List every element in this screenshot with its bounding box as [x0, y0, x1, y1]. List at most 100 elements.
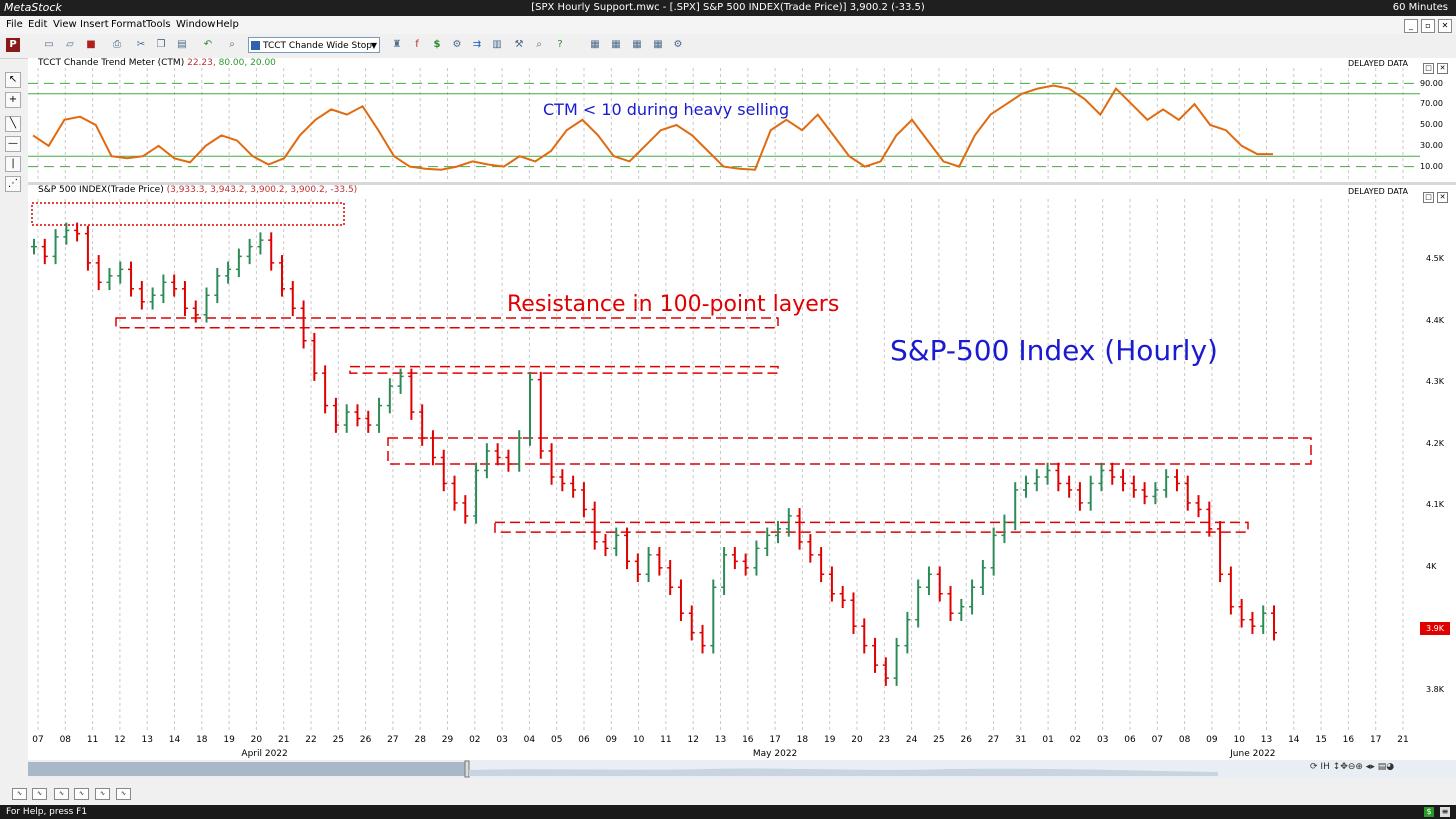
paste-icon[interactable]: ▤	[177, 39, 187, 50]
horizontal-line-icon[interactable]: —	[5, 136, 21, 152]
date-tick-label: 23	[879, 735, 890, 745]
date-tick-label: 15	[1315, 735, 1326, 745]
explorer-icon[interactable]: ⚙	[452, 39, 462, 50]
chart-tab-1[interactable]: ∿	[12, 788, 27, 800]
ctm-tick-50: 50.00	[1420, 120, 1443, 129]
close-icon[interactable]: ✕	[1438, 19, 1452, 33]
date-tick-label: 02	[1070, 735, 1081, 745]
menu-view[interactable]: View	[53, 19, 77, 30]
scroll-thumb[interactable]	[464, 760, 470, 778]
restore-icon[interactable]: ▫	[1421, 19, 1435, 33]
date-tick-label: 22	[305, 735, 316, 745]
date-tick-label: 20	[251, 735, 263, 745]
date-tick-label: 28	[414, 735, 426, 745]
chart-tab-4[interactable]: ∿	[74, 788, 89, 800]
chart-tab-3[interactable]: ∿	[54, 788, 69, 800]
zoom-in-icon[interactable]: ⊕	[1355, 762, 1363, 772]
menu-tools[interactable]: Tools	[146, 19, 171, 30]
panel-close-icon[interactable]: ✕	[1437, 192, 1448, 203]
minimize-icon[interactable]: _	[1404, 19, 1418, 33]
panel-close-icon[interactable]: ✕	[1437, 63, 1448, 74]
status-help-text: For Help, press F1	[6, 807, 88, 817]
month-label: May 2022	[753, 749, 797, 759]
help-query-icon[interactable]: ?	[557, 39, 563, 50]
expert-icon[interactable]: ♜	[392, 39, 402, 50]
menu-file[interactable]: File	[6, 19, 23, 30]
scroll-left-icon[interactable]: ◂	[1365, 762, 1371, 772]
periodicity-label[interactable]: 60 Minutes	[1392, 2, 1448, 13]
panel-maximize-icon[interactable]: □	[1423, 63, 1434, 74]
month-label: June 2022	[1229, 749, 1275, 759]
toolbar: P ▭ ▱ ■ ⎙ ✂ ❐ ▤ ↶ ⌕ TCCT Chande Wide Sto…	[0, 34, 1456, 59]
indicator-panel[interactable]: CTM < 10 during heavy selling TCCT Chand…	[28, 58, 1420, 182]
indicator-builder-icon[interactable]: f	[415, 39, 419, 50]
ctm-tick-30: 30.00	[1420, 141, 1443, 150]
security-name: S&P 500 INDEX(Trade Price)	[38, 185, 164, 195]
fibonacci-icon[interactable]: ⋰	[5, 176, 21, 192]
date-tick-label: 18	[797, 735, 809, 745]
resistance-annotation: Resistance in 100-point layers	[507, 292, 839, 317]
chevron-down-icon[interactable]: ▼	[370, 41, 377, 50]
cascade-icon[interactable]: ▦	[611, 39, 621, 50]
scan-icon[interactable]: ⚒	[514, 39, 524, 50]
ctm-tick-90: 90.00	[1420, 79, 1443, 88]
copy-icon[interactable]: ❐	[156, 39, 166, 50]
mdi-window-controls: _ ▫ ✕	[1401, 18, 1452, 33]
chart-tab-bar: ∿ ∿ ∿ ∿ ∿ ∿	[0, 784, 1456, 804]
menu-help[interactable]: Help	[216, 19, 239, 30]
price-panel[interactable]: Resistance in 100-point layers S&P-500 In…	[28, 185, 1420, 730]
save-icon[interactable]: ■	[86, 39, 96, 50]
layout-icon[interactable]: ▦	[653, 39, 663, 50]
power-tools-icon[interactable]: P	[6, 38, 20, 52]
dollar-status-icon[interactable]: $	[1424, 807, 1434, 817]
indicator-select-value: TCCT Chande Wide Stop	[263, 41, 372, 51]
date-tick-label: 29	[442, 735, 454, 745]
palette-icon[interactable]: ◕	[1386, 762, 1395, 772]
open-folder-icon[interactable]: ▱	[66, 39, 74, 50]
vertical-scale-icon[interactable]: ↕	[1332, 762, 1341, 772]
zoom-out-icon[interactable]: ⊖	[1347, 762, 1356, 772]
chart-tab-2[interactable]: ∿	[32, 788, 47, 800]
trendline-icon[interactable]: ╲	[5, 116, 21, 132]
pointer-icon[interactable]: ↖	[5, 72, 21, 88]
layout-icon[interactable]: ▤	[1377, 762, 1387, 772]
settings-icon[interactable]: ⚙	[673, 39, 683, 50]
panel-separator[interactable]	[28, 182, 1456, 185]
panel-maximize-icon[interactable]: □	[1423, 192, 1434, 203]
tile-icon[interactable]: ▦	[590, 39, 600, 50]
dollar-icon[interactable]: $	[433, 39, 441, 50]
delayed-data-label: DELAYED DATA	[1348, 187, 1408, 196]
date-tick-label: 09	[606, 735, 618, 745]
crosshair-icon[interactable]: +	[5, 92, 21, 108]
indicator-select[interactable]: TCCT Chande Wide Stop ▼	[248, 37, 380, 53]
inspect-icon[interactable]: ⌕	[536, 39, 542, 50]
menu-insert[interactable]: Insert	[80, 19, 109, 30]
overview-scrollbar[interactable]: ⟳ IH ↕✥⊖⊕ ◂▸ ▤◕	[28, 760, 1456, 778]
date-tick-label: 14	[169, 735, 181, 745]
ih-icon[interactable]: IH	[1320, 762, 1330, 772]
system-tester-icon[interactable]: ▥	[492, 39, 502, 50]
vertical-line-icon[interactable]: |	[5, 156, 21, 172]
price-tick-4100: 4.1K	[1426, 500, 1444, 509]
menu-format[interactable]: Format	[111, 19, 147, 30]
price-tick-4400: 4.4K	[1426, 316, 1444, 325]
cut-icon[interactable]: ✂	[136, 39, 146, 50]
chart-tab-6[interactable]: ∿	[116, 788, 131, 800]
menu-window[interactable]: Window	[176, 19, 216, 30]
status-menu-icon[interactable]: ≡	[1440, 807, 1450, 817]
new-file-icon[interactable]: ▭	[44, 39, 54, 50]
lower-value: 20.00	[250, 58, 276, 68]
zoom-icon[interactable]: ⌕	[229, 39, 235, 50]
menu-edit[interactable]: Edit	[28, 19, 48, 30]
overview-selection	[28, 762, 468, 776]
ctm-chart: CTM < 10 during heavy selling	[28, 68, 1420, 182]
grid-icon[interactable]: ▦	[632, 39, 642, 50]
date-tick-label: 20	[851, 735, 863, 745]
arrows-icon[interactable]: ⇉	[472, 39, 482, 50]
refresh-icon[interactable]: ⟳	[1310, 762, 1318, 772]
chart-tab-5[interactable]: ∿	[95, 788, 110, 800]
pan-icon[interactable]: ✥	[1340, 762, 1348, 772]
scroll-right-icon[interactable]: ▸	[1370, 762, 1375, 772]
print-icon[interactable]: ⎙	[113, 39, 121, 50]
undo-icon[interactable]: ↶	[203, 39, 213, 50]
